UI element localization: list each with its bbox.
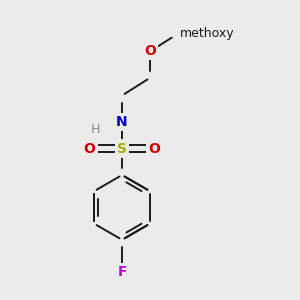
Text: S: S: [117, 142, 127, 155]
Text: O: O: [144, 44, 156, 58]
Text: H: H: [91, 123, 100, 136]
Text: O: O: [84, 142, 96, 155]
Text: N: N: [116, 115, 128, 129]
Text: methoxy: methoxy: [179, 27, 234, 40]
Text: O: O: [148, 142, 160, 155]
Text: F: F: [117, 265, 127, 279]
